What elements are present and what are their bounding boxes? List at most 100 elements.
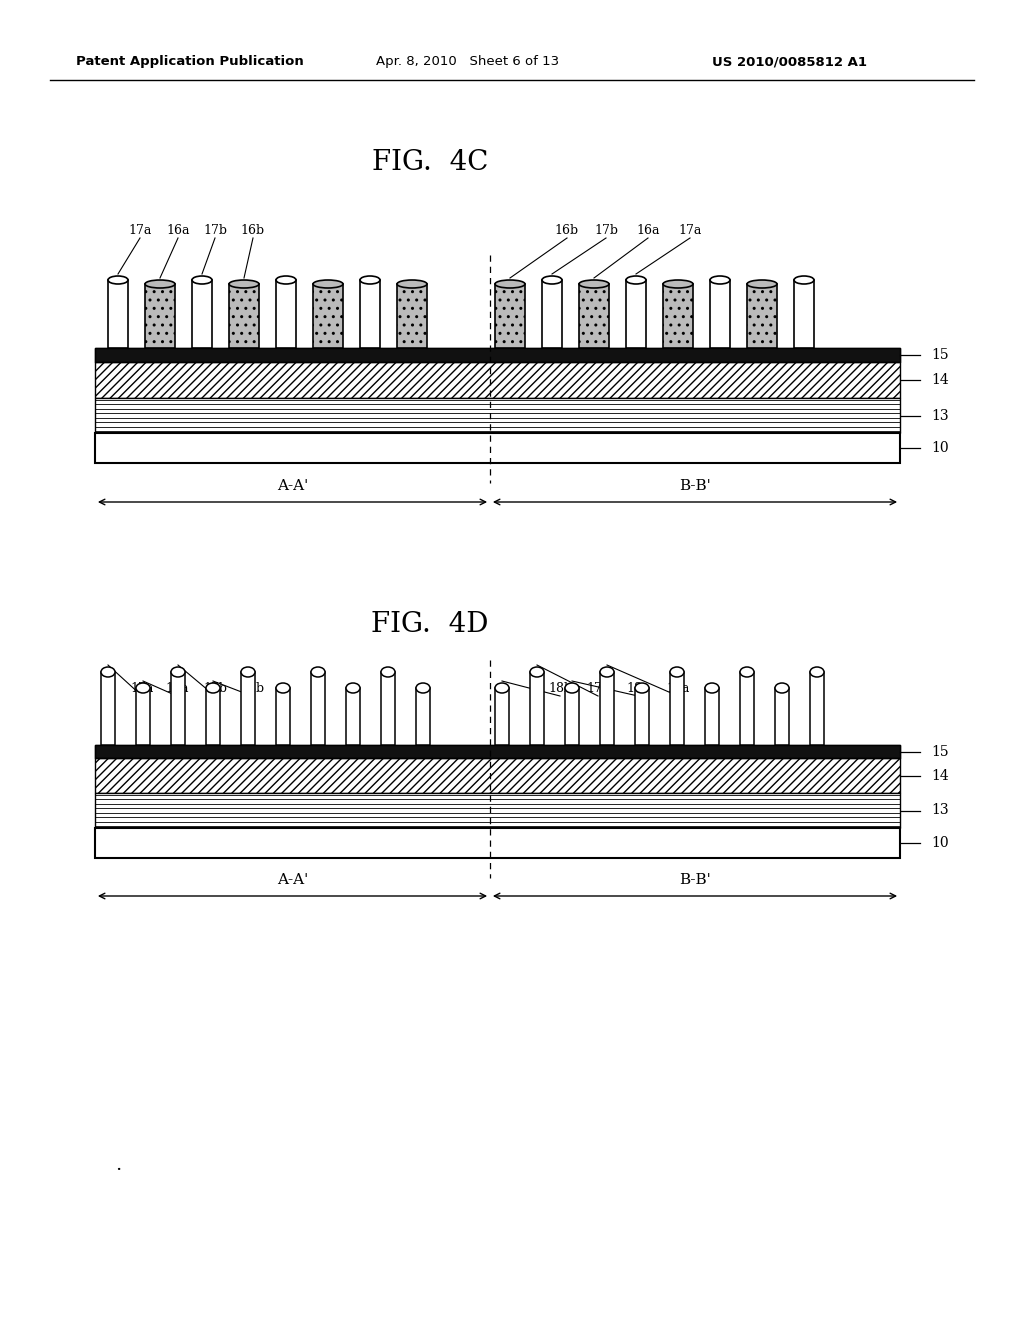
Text: 18a: 18a	[165, 681, 188, 694]
Bar	[565, 688, 579, 744]
Ellipse shape	[626, 276, 646, 284]
Ellipse shape	[101, 667, 115, 677]
Text: 16a: 16a	[636, 223, 659, 236]
Bar	[710, 280, 730, 348]
Ellipse shape	[495, 682, 509, 693]
Bar	[95, 793, 900, 828]
Bar	[530, 672, 544, 744]
Ellipse shape	[313, 280, 343, 288]
Text: 16b: 16b	[241, 223, 265, 236]
Ellipse shape	[381, 667, 395, 677]
Bar	[670, 672, 684, 744]
Bar	[95, 348, 900, 362]
Ellipse shape	[565, 682, 579, 693]
Text: 18a: 18a	[627, 681, 650, 694]
Text: A-A': A-A'	[276, 479, 308, 492]
Text: 15: 15	[931, 744, 949, 759]
Ellipse shape	[579, 280, 609, 288]
Text: 17b: 17b	[594, 223, 618, 236]
Bar	[360, 280, 380, 348]
Text: 10: 10	[931, 836, 949, 850]
Text: Patent Application Publication: Patent Application Publication	[76, 55, 304, 69]
Ellipse shape	[360, 276, 380, 284]
Text: 14: 14	[931, 374, 949, 387]
Text: 14: 14	[931, 768, 949, 783]
Ellipse shape	[241, 667, 255, 677]
Text: 17b: 17b	[203, 681, 227, 694]
Text: FIG.  4D: FIG. 4D	[372, 611, 488, 639]
Text: 16b: 16b	[555, 223, 579, 236]
Bar	[397, 284, 427, 348]
Bar	[229, 284, 259, 348]
Ellipse shape	[705, 682, 719, 693]
Bar	[746, 284, 777, 348]
Ellipse shape	[193, 276, 212, 284]
Ellipse shape	[710, 276, 730, 284]
Text: .: .	[115, 1156, 121, 1173]
Ellipse shape	[311, 667, 325, 677]
Text: 17b: 17b	[586, 681, 610, 694]
Ellipse shape	[346, 682, 360, 693]
Text: FIG.  4C: FIG. 4C	[372, 149, 488, 176]
Ellipse shape	[530, 667, 544, 677]
Bar	[495, 688, 509, 744]
Bar	[313, 284, 343, 348]
Bar	[416, 688, 430, 744]
Bar	[495, 284, 525, 348]
Ellipse shape	[136, 682, 150, 693]
Bar	[95, 433, 900, 463]
Bar	[542, 280, 562, 348]
Bar	[95, 758, 900, 793]
Bar	[136, 688, 150, 744]
Text: Apr. 8, 2010   Sheet 6 of 13: Apr. 8, 2010 Sheet 6 of 13	[377, 55, 559, 69]
Ellipse shape	[740, 667, 754, 677]
Ellipse shape	[416, 682, 430, 693]
Ellipse shape	[397, 280, 427, 288]
Bar	[171, 672, 185, 744]
Ellipse shape	[670, 667, 684, 677]
Ellipse shape	[495, 280, 525, 288]
Ellipse shape	[206, 682, 220, 693]
Text: 13: 13	[931, 408, 949, 422]
Ellipse shape	[145, 280, 175, 288]
Ellipse shape	[171, 667, 185, 677]
Bar	[95, 399, 900, 433]
Text: US 2010/0085812 A1: US 2010/0085812 A1	[713, 55, 867, 69]
Text: 13: 13	[931, 804, 949, 817]
Text: 18b: 18b	[548, 681, 572, 694]
Bar	[705, 688, 719, 744]
Bar	[794, 280, 814, 348]
Ellipse shape	[746, 280, 777, 288]
Bar	[101, 672, 115, 744]
Text: 17a: 17a	[678, 223, 701, 236]
Bar	[346, 688, 360, 744]
Text: 17a: 17a	[667, 681, 690, 694]
Text: B-B': B-B'	[679, 479, 711, 492]
Bar	[579, 284, 609, 348]
Text: 18b: 18b	[240, 681, 264, 694]
Bar	[95, 828, 900, 858]
Bar	[145, 284, 175, 348]
Ellipse shape	[276, 682, 290, 693]
Text: 17b: 17b	[203, 223, 227, 236]
Ellipse shape	[229, 280, 259, 288]
Bar	[663, 284, 693, 348]
Bar	[193, 280, 212, 348]
Text: A-A': A-A'	[276, 873, 308, 887]
Ellipse shape	[276, 276, 296, 284]
Bar	[381, 672, 395, 744]
Bar	[600, 672, 614, 744]
Bar	[740, 672, 754, 744]
Bar	[311, 672, 325, 744]
Ellipse shape	[810, 667, 824, 677]
Text: 17a: 17a	[130, 681, 154, 694]
Text: 15: 15	[931, 348, 949, 362]
Bar	[241, 672, 255, 744]
Text: 10: 10	[931, 441, 949, 455]
Ellipse shape	[663, 280, 693, 288]
Bar	[635, 688, 649, 744]
Bar	[810, 672, 824, 744]
Ellipse shape	[108, 276, 128, 284]
Ellipse shape	[794, 276, 814, 284]
Bar	[95, 744, 900, 758]
